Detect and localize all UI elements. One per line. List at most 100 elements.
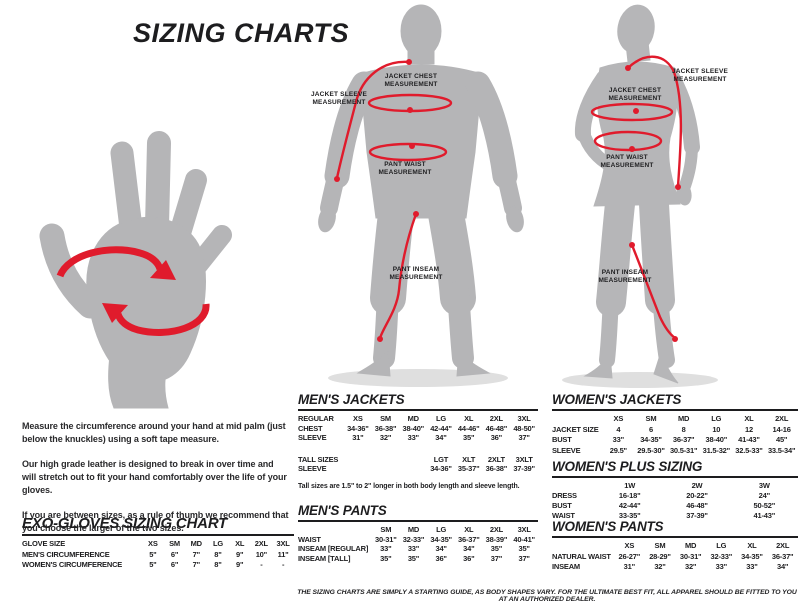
table-cell: 9" (236, 560, 244, 569)
table-cell: 46-48" (686, 501, 708, 510)
table-cell: 2XL (776, 541, 790, 550)
row-label: NATURAL WAIST (552, 551, 611, 561)
table-cell: 34-36" (430, 464, 452, 473)
mens-jackets-tall-table: TALL SIZES LGT XLT 2XLT 3XLT SLEEVE 34-36" 35-3… (298, 455, 538, 474)
male-silhouette-graphic (318, 4, 524, 387)
table-cell: 35" (407, 553, 420, 563)
table-cell: 33" (612, 435, 625, 444)
row-label: SLEEVE (552, 445, 581, 455)
table-cell: XLT (462, 454, 476, 464)
table-cell: 50-52" (753, 501, 776, 510)
table-cell: 38-39" (485, 534, 508, 544)
male-jacket-chest-label: JACKET CHEST MEASUREMENT (384, 73, 438, 88)
table-row: BUST 33" 34-35" 36-37" 38-40" 41-43" 45" (552, 435, 798, 446)
table-cell: 30-31" (679, 551, 702, 561)
table-cell: LG (711, 414, 722, 423)
table-cell: 2XL (775, 414, 789, 423)
table-cell: 44-46" (457, 423, 480, 433)
table-cell: 35" (380, 553, 392, 563)
table-cell: SM (645, 414, 657, 423)
table-cell: XS (148, 539, 158, 548)
table-cell: 2XL (254, 539, 268, 548)
table-row: WAIST 33-35" 37-39" 41-43" (552, 511, 798, 521)
table-cell: 4 (616, 424, 621, 434)
table-cell: 36-38" (485, 464, 508, 473)
circumference-arrow-icon (56, 246, 210, 336)
table-row: MEN'S CIRCUMFERENCE 5" 6" 7" 8" 9" 10" 11" (22, 550, 294, 561)
table-cell: 36-37" (771, 551, 794, 561)
table-cell: 35" (463, 433, 475, 442)
table-cell: 2XL (489, 525, 504, 534)
table-row: SLEEVE 29.5" 29.5-30" 30.5-31" 31.5-32" 32.5-… (552, 446, 798, 457)
table-cell: 2XL (489, 414, 503, 423)
table-cell: 34" (435, 433, 447, 442)
female-jacket-chest-label: JACKET CHEST MEASUREMENT (608, 87, 662, 102)
row-label: WOMEN'S CIRCUMFERENCE (22, 560, 123, 569)
table-row: BUST 42-44" 46-48" 50-52" (552, 501, 798, 511)
table-cell: 32-33" (402, 534, 425, 544)
table-row: INSEAM 31" 32" 32" 33" 33" 34" (552, 562, 798, 573)
male-jacket-sleeve-label: JACKET SLEEVE MEASUREMENT (310, 91, 368, 106)
table-cell: 41-43" (738, 435, 760, 444)
table-cell: 33" (407, 544, 420, 553)
row-label: TALL SIZES (298, 454, 339, 464)
section-title: MEN'S PANTS (298, 504, 538, 522)
table-cell (372, 455, 400, 465)
exo-gloves-sizing-section: EXO-GLOVES SIZING CHART GLOVE SIZE XS SM MD… (22, 516, 294, 571)
table-cell: 2W (691, 481, 703, 490)
section-title: WOMEN'S PANTS (552, 520, 798, 538)
table-cell: 8" (214, 560, 222, 569)
table-cell (399, 455, 427, 465)
table-cell: 37" (518, 433, 530, 442)
row-label: INSEAM [REGULAR] (298, 544, 369, 553)
table-cell (372, 464, 400, 474)
table-cell: LG (212, 539, 223, 548)
table-cell: XS (353, 414, 363, 423)
table-cell: 20-22" (686, 491, 708, 500)
instruction-paragraph: Measure the circumference around your ha… (22, 421, 286, 444)
hand-silhouette-graphic (39, 131, 232, 409)
row-label (552, 481, 596, 491)
table-cell: 10 (712, 424, 721, 434)
table-row: WOMEN'S CIRCUMFERENCE 5" 6" 7" 8" 9" - - (22, 560, 294, 571)
womens-jackets-table: XS SM MD LG XL 2XL JACKET SIZE 4 6 8 10 12 14-16 BUST… (552, 414, 798, 456)
table-cell: 37-39" (513, 464, 535, 473)
table-cell: 33" (746, 562, 758, 571)
table-row: 1W 2W 3W (552, 481, 798, 491)
table-cell (399, 464, 427, 474)
table-cell: 5" (149, 549, 157, 559)
table-cell: SM (654, 541, 666, 550)
mens-pants-table: SM MD LG XL 2XL 3XL WAIST 30-31" 32-33" 34-35" 36-… (298, 525, 538, 563)
section-title: WOMEN'S JACKETS (552, 393, 798, 411)
table-cell: 42-44" (430, 423, 452, 433)
table-cell: 37-39" (686, 511, 708, 520)
table-cell: 12 (744, 424, 753, 434)
tall-sizes-note: Tall sizes are 1.5" to 2" longer in both… (298, 482, 520, 490)
table-cell: 31" (352, 433, 364, 442)
table-row: GLOVE SIZE XS SM MD LG XL 2XL 3XL (22, 539, 294, 550)
row-label: INSEAM [TALL] (298, 553, 351, 563)
table-cell: 5" (149, 560, 157, 569)
womens-jackets-section: WOMEN'S JACKETS XS SM MD LG XL 2XL JACKET SIZE… (552, 393, 798, 456)
table-cell: 34-35" (741, 551, 763, 561)
table-row: XS SM MD LG XL 2XL (552, 541, 798, 552)
table-cell: 33" (407, 433, 420, 442)
mens-jackets-section: MEN'S JACKETS REGULAR XS SM MD LG XL 2XL 3XL CHE… (298, 393, 538, 490)
table-cell: 6 (648, 424, 653, 434)
table-cell: 24" (758, 491, 771, 500)
exo-gloves-table: GLOVE SIZE XS SM MD LG XL 2XL 3XL MEN'S CIRCUMFE… (22, 539, 294, 571)
female-measurement-lines (590, 55, 683, 339)
table-cell: 45" (775, 435, 788, 444)
table-cell: XS (624, 541, 635, 550)
table-cell: SM (169, 539, 180, 548)
womens-plus-table: 1W 2W 3W DRESS 16-18" 20-22" 24" BUST 42-44" 46-4… (552, 481, 798, 521)
table-cell: SM (380, 525, 392, 534)
table-cell: 3XL (276, 539, 290, 548)
table-cell: 32-33" (710, 551, 733, 561)
table-cell: XL (464, 525, 474, 534)
table-cell: 8" (214, 549, 222, 559)
womens-pants-table: XS SM MD LG XL 2XL NATURAL WAIST 26-27" 28-29" 30… (552, 541, 798, 573)
female-jacket-sleeve-label: JACKET SLEEVE MEASUREMENT (671, 68, 729, 83)
table-cell: MD (685, 541, 697, 550)
